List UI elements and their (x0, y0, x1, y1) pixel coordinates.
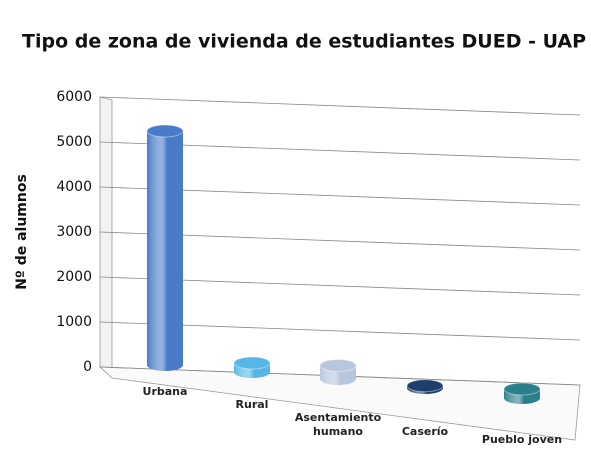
bar-shade (147, 131, 183, 371)
x-tick-label: Asentamiento humano (294, 411, 382, 438)
bar-top (233, 356, 271, 370)
bar-top (319, 359, 357, 372)
y-tick-label: 6000 (56, 89, 92, 105)
x-tick-label: Caserío (401, 425, 449, 438)
y-axis-label: Nº de alumnos (14, 174, 30, 290)
x-tick-label: Rural (235, 398, 269, 411)
grid-line (99, 96, 581, 116)
y-tick-label: 5000 (56, 134, 92, 150)
bar-top (406, 379, 444, 393)
bar-top (503, 382, 541, 396)
x-tick-label: Pueblo joven (481, 433, 563, 446)
y-tick-label: 3000 (56, 224, 92, 240)
side-wall (99, 96, 113, 379)
bar-top (146, 124, 184, 138)
chart-title: Tipo de zona de vivienda de estudiantes … (22, 31, 586, 53)
x-tick-label: Urbana (142, 385, 188, 398)
y-tick-label: 2000 (56, 269, 92, 285)
y-tick-label: 0 (83, 359, 92, 375)
y-tick-label: 4000 (56, 179, 92, 195)
y-tick-label: 1000 (56, 314, 92, 330)
